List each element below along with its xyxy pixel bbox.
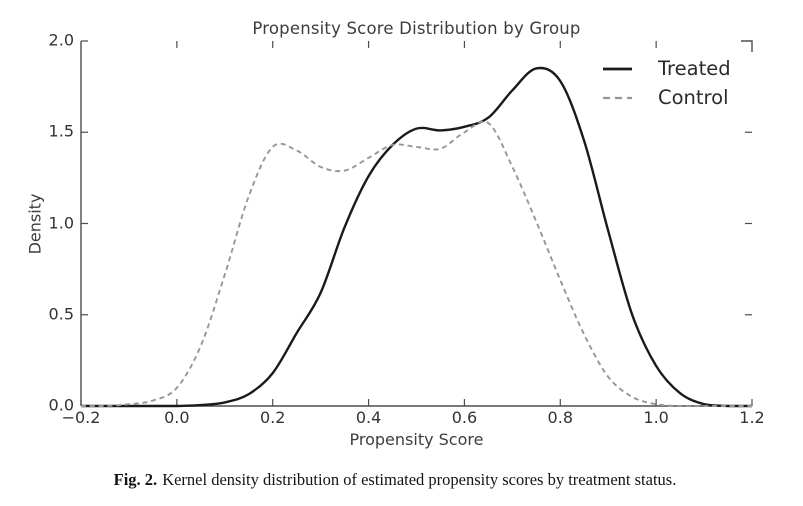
y-tick-label: 1.0 bbox=[48, 213, 74, 233]
x-tick-label: 1.0 bbox=[643, 408, 669, 427]
legend-label-control: Control bbox=[658, 85, 729, 109]
control-line-sample bbox=[603, 96, 632, 99]
caption-label: Fig. 2. bbox=[113, 470, 158, 489]
legend: Treated Control bbox=[602, 54, 731, 112]
curve-control bbox=[81, 120, 752, 407]
x-tick-label: 0.8 bbox=[547, 408, 574, 427]
x-axis-label: Propensity Score bbox=[349, 430, 484, 449]
chart-title: Propensity Score Distribution by Group bbox=[252, 19, 581, 38]
legend-entry-control: Control bbox=[602, 83, 731, 112]
y-tick-label: 2.0 bbox=[48, 30, 74, 50]
legend-entry-treated: Treated bbox=[602, 54, 731, 83]
treated-line-sample bbox=[603, 67, 632, 70]
x-tick-label: 0.2 bbox=[259, 408, 286, 427]
top-right-corner bbox=[741, 40, 753, 52]
curve-treated bbox=[81, 66, 752, 408]
legend-label-treated: Treated bbox=[658, 56, 731, 80]
x-tick-label: 1.2 bbox=[739, 408, 765, 427]
y-tick-label: 1.5 bbox=[48, 121, 74, 141]
x-tick-label: −0.2 bbox=[61, 408, 101, 427]
x-tick-label: 0.0 bbox=[164, 408, 190, 427]
y-tick-label: 0.0 bbox=[48, 395, 74, 415]
x-tick-label: 0.4 bbox=[355, 408, 382, 427]
y-tick-label: 0.5 bbox=[48, 304, 74, 324]
x-tick-label: 0.6 bbox=[451, 408, 478, 427]
figure-caption: Fig. 2. Kernel density distribution of es… bbox=[0, 470, 790, 490]
caption-text: Kernel density distribution of estimated… bbox=[162, 470, 677, 489]
